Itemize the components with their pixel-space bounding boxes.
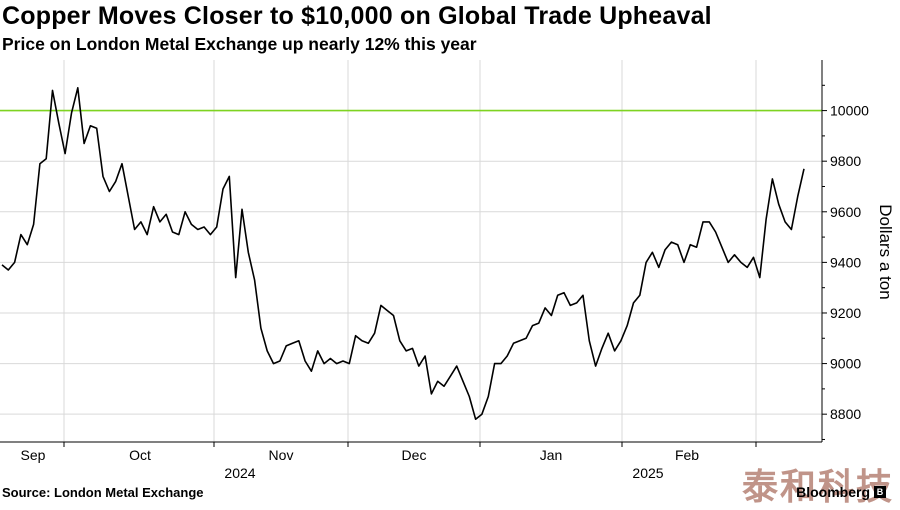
y-tick-label: 9000: [830, 356, 861, 372]
bloomberg-logo-icon: B: [874, 486, 886, 498]
y-tick-label: 9800: [830, 153, 861, 169]
x-tick-label: Oct: [129, 447, 151, 463]
series-layer: [1, 87, 805, 421]
chart-subtitle: Price on London Metal Exchange up nearly…: [2, 34, 477, 54]
x-tick-label: Feb: [675, 447, 699, 463]
y-tick-label: 9600: [830, 204, 861, 220]
x-year-label: 2024: [224, 465, 255, 481]
x-tick-label: Nov: [269, 447, 294, 463]
brand-logo: Bloomberg B: [796, 484, 886, 500]
source-note: Source: London Metal Exchange: [2, 485, 204, 500]
watermark: 泰和科技: [741, 466, 894, 507]
price-series-line: [1, 87, 805, 421]
y-axis-title: Dollars a ton: [876, 204, 895, 299]
y-tick-label: 8800: [830, 406, 861, 422]
y-tick-label: 10000: [830, 103, 869, 119]
x-year-label: 2025: [632, 465, 663, 481]
brand-name: Bloomberg: [796, 484, 870, 500]
grid-layer: [0, 60, 822, 442]
x-tick-label: Jan: [540, 447, 563, 463]
x-tick-label: Dec: [402, 447, 427, 463]
chart-title: Copper Moves Closer to $10,000 on Global…: [2, 2, 712, 30]
x-tick-label: Sep: [21, 447, 46, 463]
axis-layer: 8800 9000 9200 9400 9600 9800 10000 Sep Oct Nov De…: [0, 60, 869, 481]
y-tick-label: 9200: [830, 305, 861, 321]
y-tick-label: 9400: [830, 254, 861, 270]
